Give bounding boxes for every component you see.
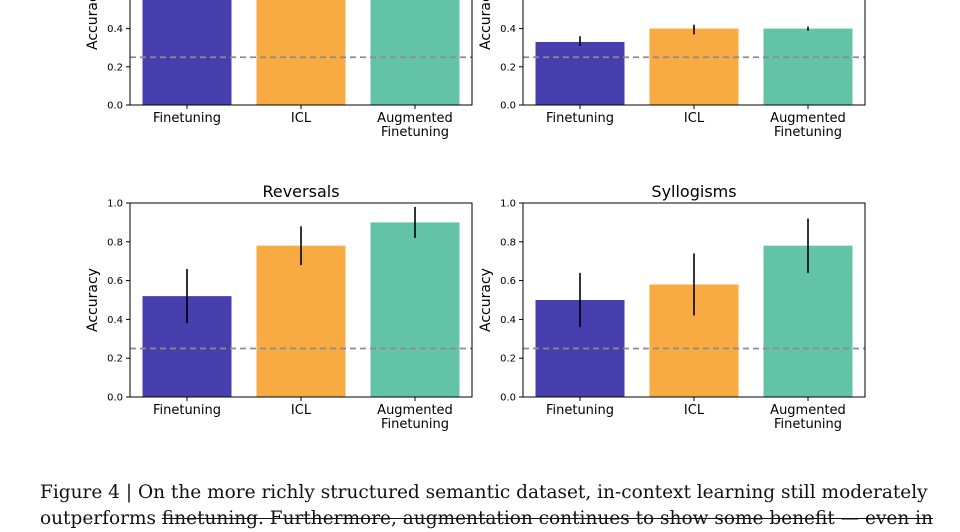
- x-tick-label: Augmented: [377, 403, 453, 418]
- y-tick-label: 0.2: [107, 62, 123, 73]
- caption-line-2-start: outperforms: [40, 508, 162, 529]
- y-tick-label: 1.0: [107, 199, 123, 210]
- y-tick-label: 0.2: [500, 354, 516, 365]
- y-tick-label: 0.2: [500, 62, 516, 73]
- x-tick-label: ICL: [291, 111, 312, 126]
- x-tick-label: Finetuning: [546, 111, 614, 126]
- bar: [142, 0, 232, 105]
- figure-caption: Figure 4 | On the more richly structured…: [40, 480, 933, 532]
- y-tick-label: 0.4: [107, 24, 123, 35]
- x-tick-label: Finetuning: [153, 111, 221, 126]
- y-tick-label: 0.2: [107, 354, 123, 365]
- x-tick-label: ICL: [684, 403, 705, 418]
- y-tick-label: 1.0: [500, 199, 516, 210]
- x-tick-label: Finetuning: [546, 403, 614, 418]
- bar: [256, 245, 346, 397]
- x-tick-label: ICL: [291, 403, 312, 418]
- chart-title: Syllogisms: [651, 182, 736, 201]
- caption-line-1: Figure 4 | On the more richly structured…: [40, 482, 928, 503]
- x-tick-label: Finetuning: [153, 403, 221, 418]
- chart-panel-3: 0.0 0.2 0.4 0.6 0.8 1.0 Finetuning ICL Augmented…: [85, 182, 473, 432]
- x-tick-label: Augmented: [770, 111, 846, 126]
- bar: [370, 0, 460, 105]
- chart-panel-4: 0.0 0.2 0.4 0.6 0.8 1.0 Finetuning ICL Augmented…: [478, 182, 866, 432]
- x-tick-label: Finetuning: [381, 125, 449, 140]
- y-tick-label: 0.6: [500, 276, 516, 287]
- y-tick-label: 0.0: [107, 101, 123, 112]
- y-axis-label: Accuracy: [85, 0, 101, 50]
- y-axis-label: Accuracy: [85, 268, 101, 332]
- y-axis-label: Accuracy: [478, 268, 494, 332]
- y-tick-label: 0.0: [500, 393, 516, 404]
- bar: [763, 28, 853, 106]
- bar: [370, 222, 460, 397]
- y-axis-label: Accuracy: [478, 0, 494, 50]
- y-tick-label: 0.8: [500, 237, 516, 248]
- y-tick-label: 0.0: [107, 393, 123, 404]
- x-tick-label: Augmented: [770, 403, 846, 418]
- x-tick-label: Augmented: [377, 111, 453, 126]
- x-tick-label: ICL: [684, 111, 705, 126]
- x-tick-label: Finetuning: [381, 417, 449, 432]
- bar: [256, 0, 346, 105]
- y-tick-label: 0.4: [500, 24, 516, 35]
- y-tick-label: 0.8: [107, 237, 123, 248]
- chart-title: Reversals: [262, 182, 339, 201]
- y-tick-label: 0.4: [500, 315, 516, 326]
- y-tick-label: 0.6: [107, 276, 123, 287]
- y-tick-label: 0.4: [107, 315, 123, 326]
- caption-line-2-strike: finetuning. Furthermore, augmentation co…: [161, 508, 933, 529]
- bar: [649, 28, 739, 106]
- x-tick-label: Finetuning: [774, 125, 842, 140]
- bar: [535, 41, 625, 105]
- x-tick-label: Finetuning: [774, 417, 842, 432]
- caption-line-2: outperforms finetuning. Furthermore, aug…: [40, 506, 933, 532]
- y-tick-label: 0.0: [500, 101, 516, 112]
